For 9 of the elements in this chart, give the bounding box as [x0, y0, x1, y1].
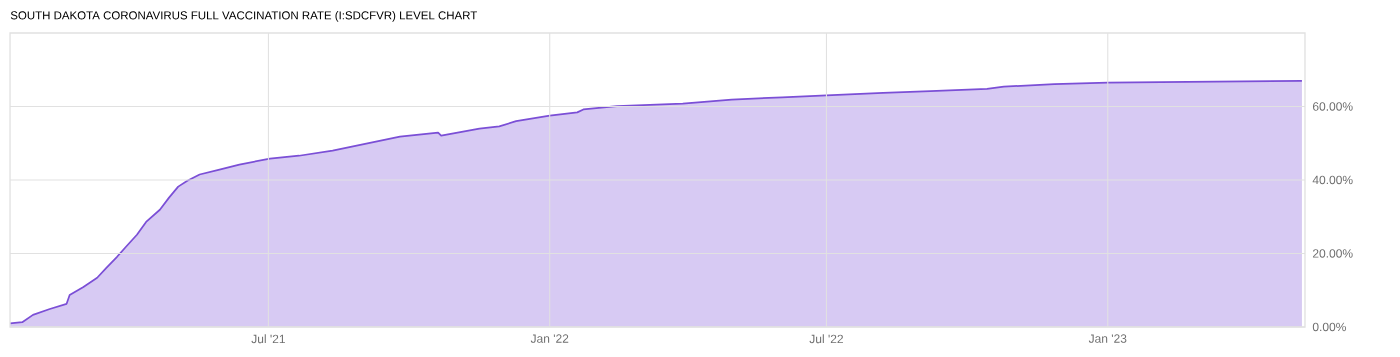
y-tick-label: 40.00% — [1312, 175, 1353, 185]
y-tick-label: 20.00% — [1312, 249, 1353, 258]
x-tick-label: Jul '22 — [809, 334, 843, 344]
x-tick-label: Jan '22 — [530, 334, 569, 343]
y-tick-label: 60.00% — [1312, 102, 1353, 111]
y-tick-label: 0.00% — [1312, 322, 1346, 332]
x-tick-label: Jul '21 — [251, 334, 285, 344]
chart-title: SOUTH DAKOTA CORONAVIRUS FULL VACCINATION RATE (I:SDCFVR) LEVEL CHART — [10, 11, 478, 22]
x-tick-label: Jan '23 — [1088, 334, 1127, 343]
